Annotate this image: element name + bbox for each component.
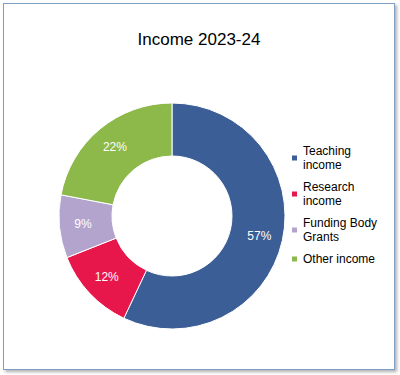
- svg-text:Teaching: Teaching: [303, 144, 354, 158]
- svg-text:12%: 12%: [95, 270, 119, 284]
- svg-text:Grants: Grants: [303, 230, 339, 244]
- svg-text:9%: 9%: [74, 217, 92, 231]
- svg-text:57%: 57%: [247, 229, 271, 243]
- svg-text:Income 2023-24: Income 2023-24: [138, 30, 261, 49]
- svg-text:Other income: Other income: [303, 252, 375, 266]
- svg-text:22%: 22%: [103, 140, 127, 154]
- svg-text:Funding Body: Funding Body: [303, 216, 380, 230]
- svg-text:income: income: [303, 158, 342, 172]
- svg-text:Research: Research: [303, 180, 358, 194]
- svg-text:income: income: [303, 194, 342, 208]
